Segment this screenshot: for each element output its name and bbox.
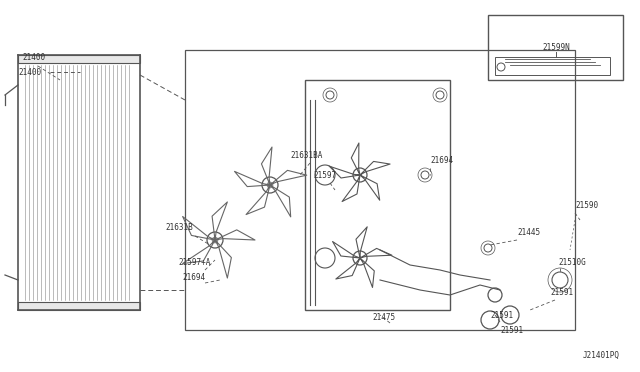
Text: 21631B: 21631B: [165, 223, 193, 232]
Text: J21401PQ: J21401PQ: [583, 351, 620, 360]
Bar: [18, 55, 140, 63]
Text: 21590: 21590: [575, 201, 598, 210]
Text: 21694: 21694: [182, 273, 205, 282]
Bar: [305, 80, 450, 310]
Text: 21591: 21591: [550, 288, 573, 297]
Text: 21445: 21445: [517, 228, 540, 237]
Text: 21599N: 21599N: [542, 43, 570, 52]
Text: 21631BA: 21631BA: [290, 151, 323, 160]
Circle shape: [267, 182, 273, 188]
Text: 21591: 21591: [500, 326, 523, 335]
Text: 21597: 21597: [313, 171, 336, 180]
Text: 21400: 21400: [22, 53, 45, 62]
Text: 21591: 21591: [490, 311, 513, 320]
Bar: [488, 15, 623, 80]
Bar: [18, 302, 140, 310]
Bar: [185, 50, 575, 330]
Text: 21400: 21400: [18, 67, 41, 77]
Text: 21694: 21694: [430, 156, 453, 165]
Text: 21510G: 21510G: [558, 258, 586, 267]
Circle shape: [212, 237, 218, 243]
Bar: [495, 57, 610, 75]
Text: 21597+A: 21597+A: [178, 258, 211, 267]
Text: 21475: 21475: [372, 313, 395, 322]
